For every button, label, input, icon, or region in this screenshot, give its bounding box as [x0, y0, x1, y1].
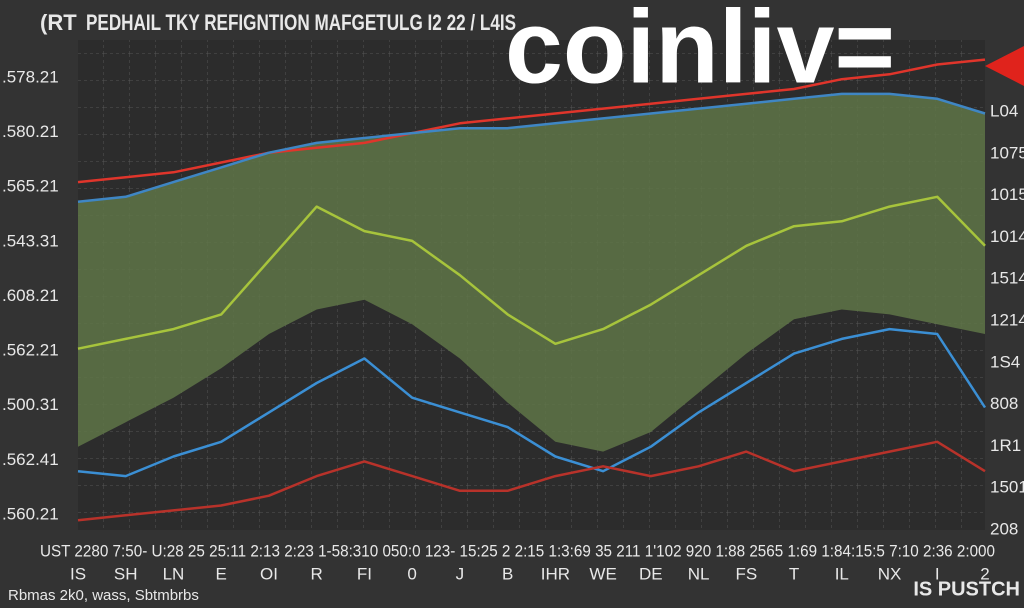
right-axis-label: L04 — [990, 101, 1018, 120]
chart-title: PEDHAIL TKY REFIGNTION MAFGETULG I2 22 /… — [86, 10, 516, 35]
x-tick-label: IS — [70, 564, 86, 583]
x-tick-label: 0 — [407, 564, 416, 583]
band-area — [78, 93, 985, 452]
x-tick-label: LN — [163, 564, 185, 583]
right-axis-label: 1R1 — [990, 436, 1021, 455]
series-line — [77, 195, 986, 350]
x-tick-label: E — [216, 564, 227, 583]
y-axis-label: .562.21 — [2, 341, 59, 360]
right-axis-label: 1S4 — [990, 352, 1020, 371]
x-tick-label: IHR — [541, 564, 570, 583]
y-axis-label: .562.41 — [2, 450, 59, 469]
y-axis-label: .608.21 — [2, 286, 59, 305]
footer-left: Rbmas 2k0, wass, Sbtmbrbs — [8, 587, 199, 604]
x-tick-label: WE — [589, 564, 616, 583]
right-axis-label: 808 — [990, 394, 1018, 413]
y-axis-label: .500.31 — [2, 395, 59, 414]
y-axis-label: .578.21 — [2, 67, 59, 86]
x-tick-label: FS — [735, 564, 757, 583]
y-axis-label: .565.21 — [2, 177, 59, 196]
right-axis-label: 208 — [990, 519, 1018, 538]
right-axis-label: 1015 — [990, 185, 1024, 204]
y-axis-label: .543.31 — [2, 231, 59, 250]
series-layer — [77, 58, 987, 522]
x-tick-label: R — [311, 564, 323, 583]
right-axis-label: 1501 — [990, 478, 1024, 497]
series-line — [77, 58, 986, 184]
x-tick-label: NL — [688, 564, 710, 583]
x-tick-label: NX — [878, 564, 902, 583]
marker-triangle — [985, 46, 1024, 86]
y-axis-label: .580.21 — [2, 122, 59, 141]
x-tick-label: SH — [114, 564, 138, 583]
right-axis-label: 1075 — [990, 143, 1024, 162]
footer-right: IS PUSTCH — [913, 578, 1020, 600]
corner-mark: (RT — [40, 10, 77, 35]
x-tick-label: IL — [835, 564, 849, 583]
right-axis-label: 1014 — [990, 227, 1024, 246]
x-tick-label: DE — [639, 564, 663, 583]
series-line — [77, 440, 986, 522]
x-tick-label: 2 — [980, 564, 989, 583]
x-tick-label: B — [502, 564, 513, 583]
right-axis-label: 1214 — [990, 310, 1024, 329]
series-line — [77, 92, 986, 203]
x-tick-label: J — [456, 564, 465, 583]
x-tick-label: FI — [357, 564, 372, 583]
x-axis-text: UST 2280 7:50- U:28 25 25:11 2:13 2:23 1… — [40, 541, 995, 560]
series-line — [77, 327, 987, 478]
x-tick-label: T — [789, 564, 799, 583]
right-axis-label: 1514 — [990, 269, 1024, 288]
x-tick-label: I — [935, 564, 940, 583]
logo: coinliv= — [505, 0, 895, 105]
y-axis-label: .560.21 — [2, 504, 59, 523]
x-tick-label: OI — [260, 564, 278, 583]
